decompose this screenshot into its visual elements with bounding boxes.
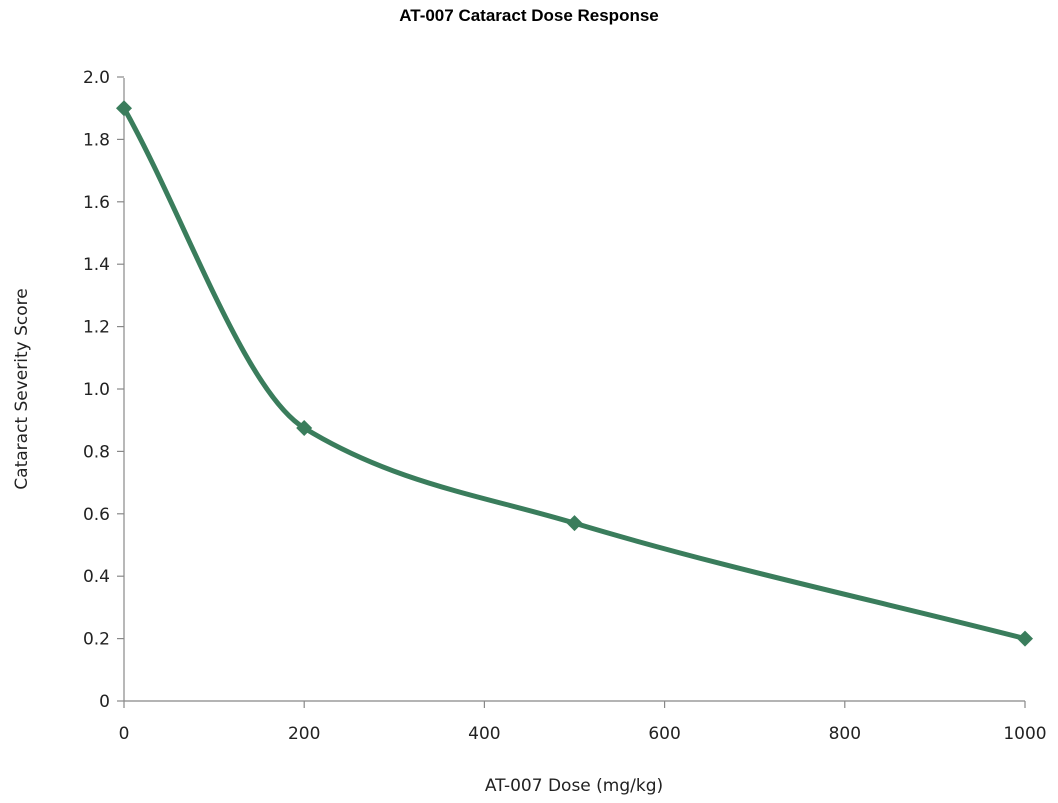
x-tick-label: 0 [119,724,130,744]
x-ticks: 0 200 400 600 800 1000 [119,701,1047,744]
data-point-marker [1017,630,1033,647]
y-tick-label: 0.2 [83,630,110,650]
y-tick-label: 0.8 [83,442,110,462]
y-tick-label: 0 [99,692,110,712]
series-line [121,105,1028,642]
y-tick-label: 0.6 [83,505,110,525]
data-point-marker [116,100,132,117]
data-markers [116,100,1033,647]
x-tick-label: 800 [829,724,861,744]
x-tick-label: 1000 [1003,724,1046,744]
y-tick-label: 1.4 [83,255,110,275]
chart-title: AT-007 Cataract Dose Response [399,6,659,25]
x-tick-label: 600 [648,724,680,744]
data-point-marker [296,420,313,436]
y-tick-label: 2.0 [83,68,110,88]
x-tick-label: 400 [468,724,500,744]
y-tick-label: 1.2 [83,318,110,338]
data-point-marker [566,515,583,532]
x-axis-label: AT-007 Dose (mg/kg) [485,776,663,796]
y-tick-label: 0.4 [83,567,110,587]
y-axis-label: Cataract Severity Score [12,288,32,489]
y-tick-label: 1.8 [83,130,110,150]
y-tick-label: 1.0 [83,380,110,400]
x-tick-label: 200 [288,724,320,744]
y-tick-label: 1.6 [83,193,110,213]
y-ticks: 0 0.2 0.4 0.6 0.8 1.0 1.2 1.4 1.6 1.8 2.0 [83,68,124,712]
